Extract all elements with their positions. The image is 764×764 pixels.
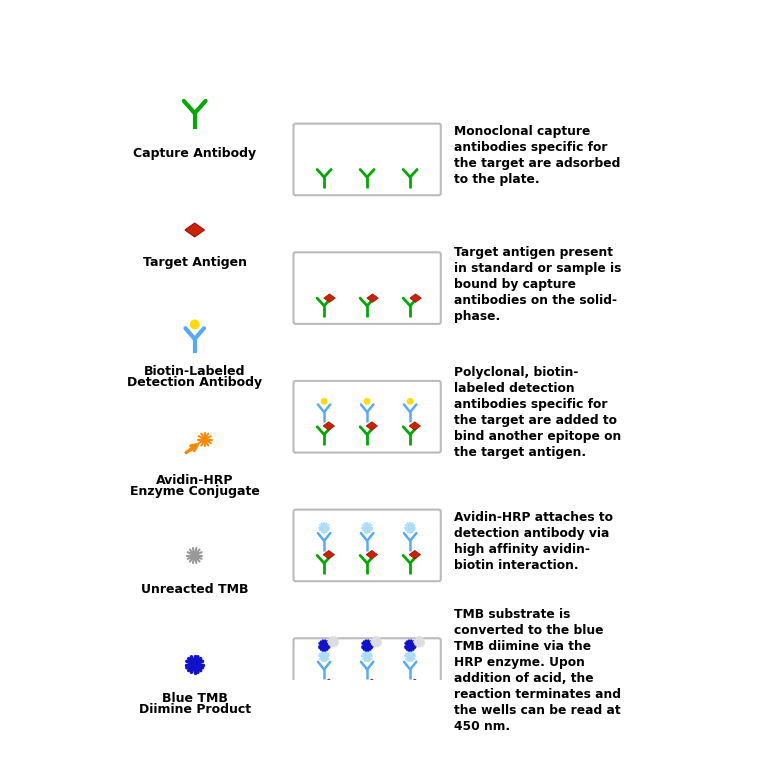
Circle shape <box>408 643 413 648</box>
Text: Target antigen present
in standard or sample is
bound by capture
antibodies on t: Target antigen present in standard or sa… <box>454 246 621 322</box>
Text: Unreacted TMB: Unreacted TMB <box>141 583 248 596</box>
Text: TMB substrate is
converted to the blue
TMB diimine via the
HRP enzyme. Upon
addi: TMB substrate is converted to the blue T… <box>454 607 620 733</box>
Circle shape <box>190 320 199 329</box>
Circle shape <box>364 656 370 662</box>
Polygon shape <box>323 550 335 559</box>
Text: Diimine Product: Diimine Product <box>138 703 251 716</box>
Circle shape <box>364 527 370 533</box>
Polygon shape <box>323 679 335 688</box>
Text: Detection Antibody: Detection Antibody <box>127 376 262 389</box>
Text: Biotin-Labeled: Biotin-Labeled <box>144 365 245 378</box>
Circle shape <box>322 643 327 648</box>
Circle shape <box>322 527 327 533</box>
FancyBboxPatch shape <box>293 124 441 196</box>
Text: Capture Antibody: Capture Antibody <box>133 147 256 160</box>
Circle shape <box>407 527 413 533</box>
Polygon shape <box>410 294 421 303</box>
Circle shape <box>322 399 327 404</box>
Circle shape <box>364 399 370 404</box>
Polygon shape <box>367 294 378 303</box>
Polygon shape <box>323 422 335 430</box>
Circle shape <box>407 399 413 404</box>
Text: Avidin-HRP attaches to
detection antibody via
high affinity avidin-
biotin inter: Avidin-HRP attaches to detection antibod… <box>454 511 613 572</box>
Text: Polyclonal, biotin-
labeled detection
antibodies specific for
the target are add: Polyclonal, biotin- labeled detection an… <box>454 367 621 459</box>
FancyBboxPatch shape <box>293 638 441 710</box>
Polygon shape <box>366 679 377 688</box>
Circle shape <box>407 656 413 662</box>
Circle shape <box>190 660 199 669</box>
Circle shape <box>364 643 370 648</box>
Polygon shape <box>409 422 420 430</box>
Text: Avidin-HRP: Avidin-HRP <box>156 474 234 487</box>
Circle shape <box>322 656 327 662</box>
Text: Target Antigen: Target Antigen <box>143 256 247 269</box>
FancyBboxPatch shape <box>293 381 441 452</box>
Text: Monoclonal capture
antibodies specific for
the target are adsorbed
to the plate.: Monoclonal capture antibodies specific f… <box>454 125 620 186</box>
FancyBboxPatch shape <box>293 510 441 581</box>
Text: Enzyme Conjugate: Enzyme Conjugate <box>130 485 260 498</box>
Polygon shape <box>185 223 205 237</box>
Polygon shape <box>409 550 420 559</box>
Text: Blue TMB: Blue TMB <box>162 692 228 705</box>
Polygon shape <box>366 550 377 559</box>
Polygon shape <box>324 294 335 303</box>
FancyBboxPatch shape <box>293 252 441 324</box>
Polygon shape <box>409 679 420 688</box>
Polygon shape <box>366 422 377 430</box>
